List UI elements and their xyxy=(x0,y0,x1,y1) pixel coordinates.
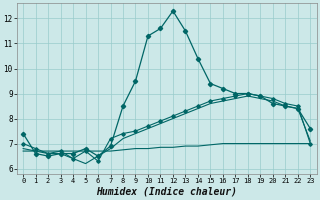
X-axis label: Humidex (Indice chaleur): Humidex (Indice chaleur) xyxy=(96,187,237,197)
